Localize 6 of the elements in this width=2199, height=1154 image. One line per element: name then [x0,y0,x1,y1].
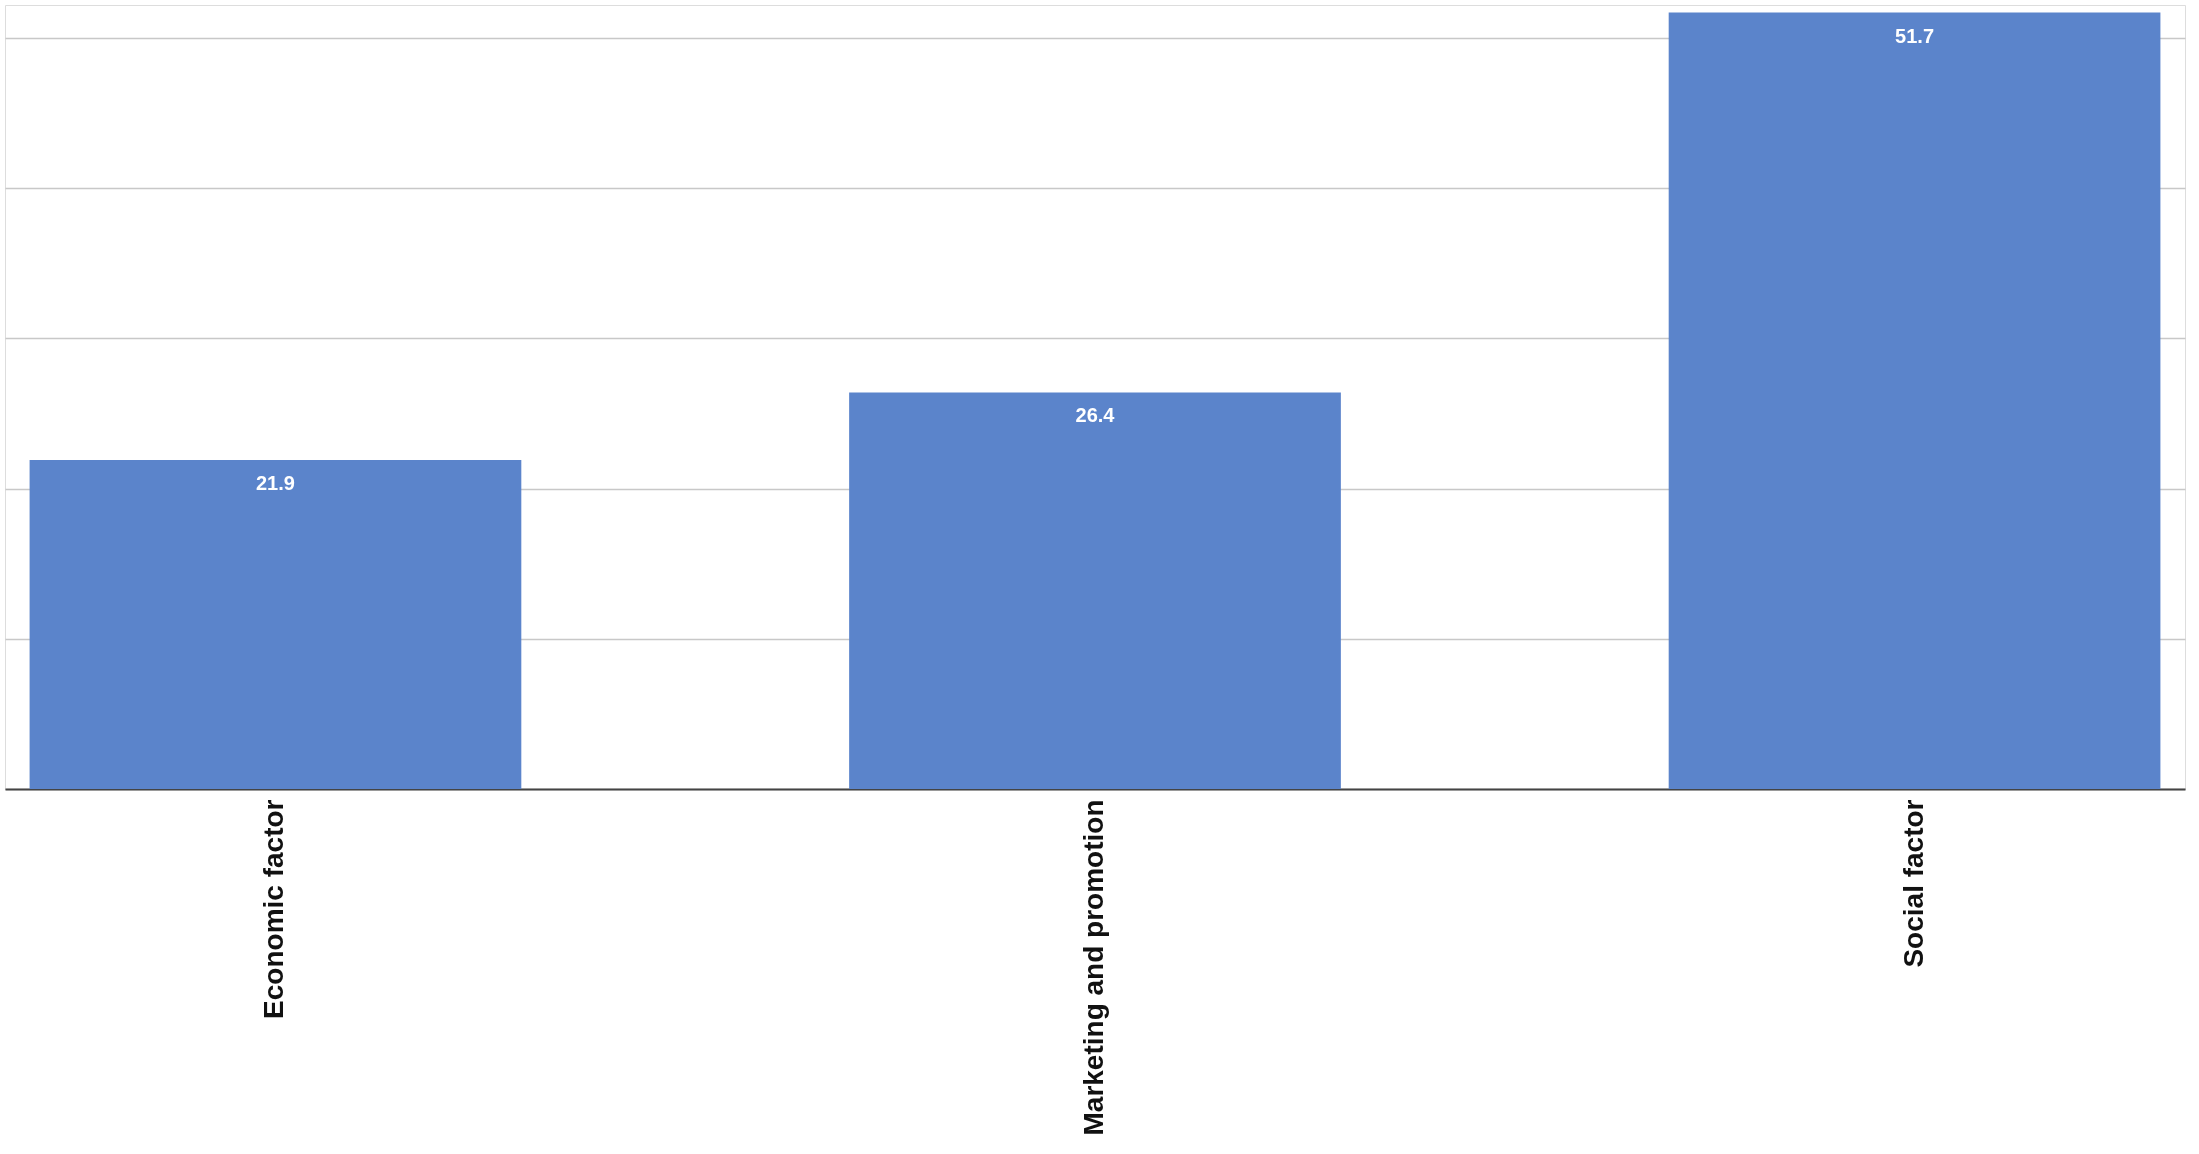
data-label: 51.7 [1895,24,1935,47]
x-tick-label: Marketing and promotion [1078,799,1109,1136]
data-label: 26.4 [1075,404,1116,427]
data-label: 21.9 [255,472,295,495]
x-tick-label: Social factor [1897,799,1929,968]
x-tick-label: Economic factor [258,799,290,1019]
